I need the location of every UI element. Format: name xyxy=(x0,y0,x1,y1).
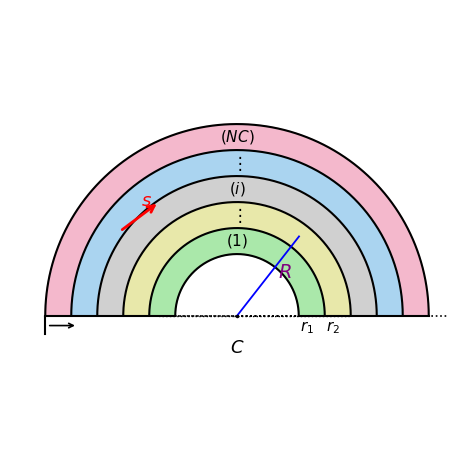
Polygon shape xyxy=(97,176,377,316)
Text: $\vdots$: $\vdots$ xyxy=(231,206,243,225)
Text: $C$: $C$ xyxy=(230,338,244,356)
Text: $(i)$: $(i)$ xyxy=(228,180,246,198)
Text: $s$: $s$ xyxy=(140,192,152,210)
Polygon shape xyxy=(71,150,403,316)
Text: $(1)$: $(1)$ xyxy=(226,232,248,250)
Text: $r_1$: $r_1$ xyxy=(301,319,314,336)
Text: $r_2$: $r_2$ xyxy=(327,319,340,336)
Polygon shape xyxy=(149,228,325,316)
Text: $\vdots$: $\vdots$ xyxy=(231,154,243,173)
Polygon shape xyxy=(45,124,429,316)
Text: $R$: $R$ xyxy=(278,263,292,282)
Text: $(NC)$: $(NC)$ xyxy=(220,128,254,146)
Polygon shape xyxy=(123,202,351,316)
